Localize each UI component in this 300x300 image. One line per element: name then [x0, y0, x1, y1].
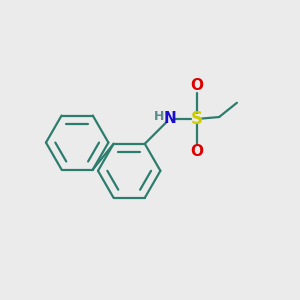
- Text: N: N: [164, 111, 176, 126]
- Text: O: O: [190, 144, 203, 159]
- Text: O: O: [190, 78, 203, 93]
- Text: S: S: [191, 110, 203, 128]
- Text: H: H: [154, 110, 164, 123]
